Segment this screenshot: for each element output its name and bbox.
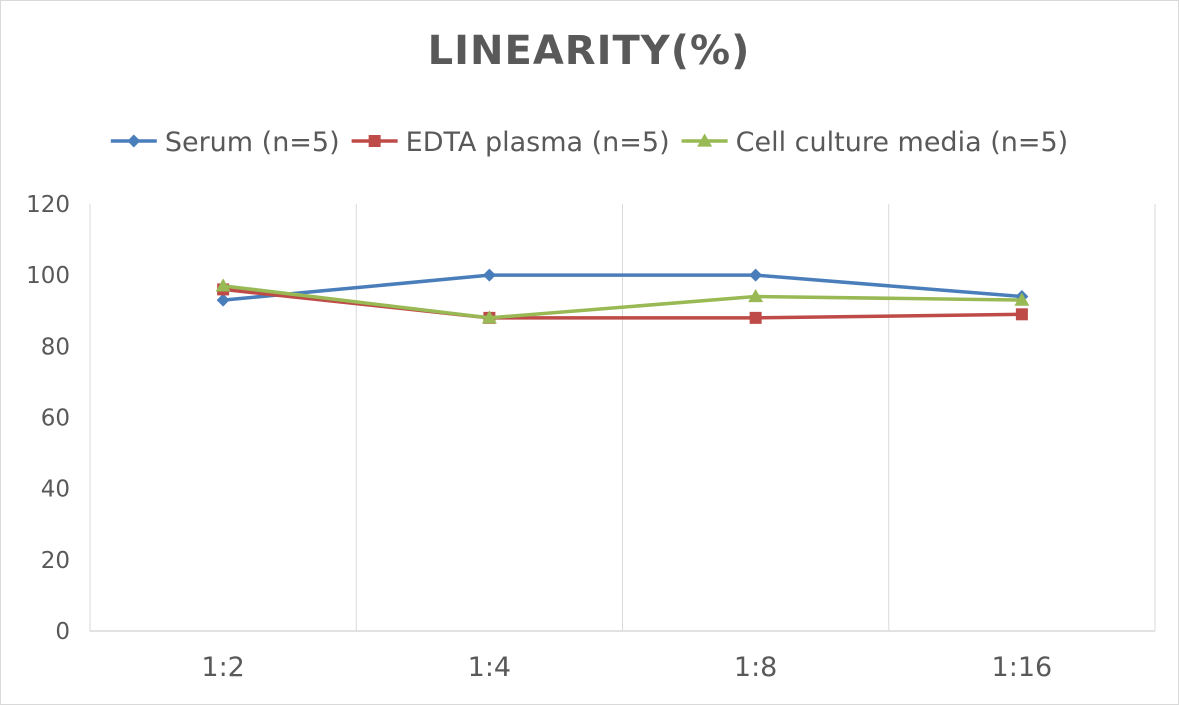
y-tick-label: 40 xyxy=(41,477,70,503)
legend-label: EDTA plasma (n=5) xyxy=(406,127,670,158)
x-tick-label: 1:2 xyxy=(201,652,244,683)
data-point xyxy=(748,289,764,303)
x-tick-label: 1:8 xyxy=(734,652,777,683)
x-tick-label: 1:16 xyxy=(992,652,1053,683)
y-tick-label: 100 xyxy=(26,263,70,289)
legend-marker xyxy=(127,134,141,148)
data-point xyxy=(1015,308,1028,321)
chart-title: LINEARITY(%) xyxy=(428,28,751,74)
series-line xyxy=(222,284,1022,320)
chart-legend: Serum (n=5) EDTA plasma (n=5) Cell culture… xyxy=(110,127,1069,158)
y-tick-label: 80 xyxy=(41,334,70,360)
data-point xyxy=(749,268,763,282)
data-point xyxy=(749,311,762,324)
legend-item: Cell culture media (n=5) xyxy=(681,127,1069,158)
data-point xyxy=(215,278,231,292)
y-tick-label: 0 xyxy=(55,619,70,645)
data-point xyxy=(481,310,497,324)
y-tick-label: 60 xyxy=(41,406,70,432)
series-line xyxy=(222,287,1022,320)
y-axis: 0 20 40 60 80 100 120 xyxy=(26,192,70,645)
y-tick-label: 120 xyxy=(26,192,70,218)
series-3 xyxy=(215,278,1030,324)
x-axis: 1:2 1:4 1:8 1:16 xyxy=(201,652,1052,683)
series-group xyxy=(215,268,1030,324)
legend-item: Serum (n=5) xyxy=(110,127,340,158)
data-point xyxy=(482,268,496,282)
series-line xyxy=(222,273,1023,302)
legend-label: Cell culture media (n=5) xyxy=(736,127,1069,158)
legend-marker xyxy=(368,135,381,147)
y-tick-label: 20 xyxy=(41,548,70,574)
data-point xyxy=(1014,292,1030,306)
x-tick-label: 1:4 xyxy=(468,652,511,683)
legend-marker xyxy=(697,133,713,147)
plot-grid xyxy=(89,204,1156,632)
data-point xyxy=(216,293,230,307)
legend-item: EDTA plasma (n=5) xyxy=(351,127,670,158)
legend-label: Serum (n=5) xyxy=(165,127,340,158)
